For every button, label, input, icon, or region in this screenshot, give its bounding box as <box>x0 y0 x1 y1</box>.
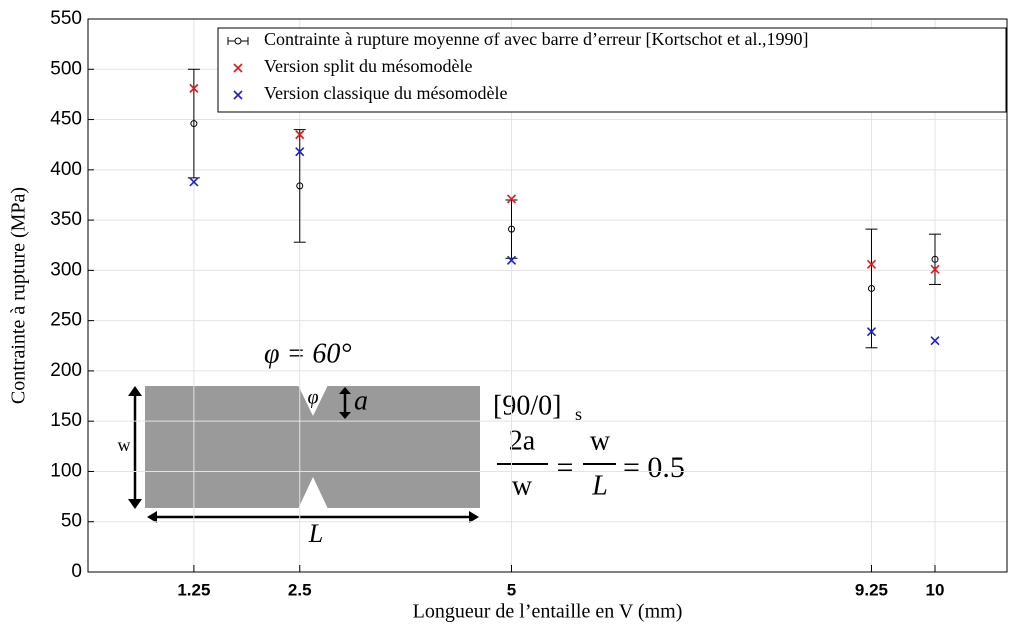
arrow-head <box>339 412 351 419</box>
y-tick-label: 200 <box>50 360 82 381</box>
annotation: L <box>591 470 608 501</box>
x-tick-label: 1.25 <box>177 580 210 599</box>
annotation: = 0.5 <box>623 451 685 484</box>
point <box>296 182 304 190</box>
y-tick-label: 350 <box>50 209 82 230</box>
arrow-head <box>128 386 142 396</box>
point <box>190 120 198 128</box>
error-bar <box>929 233 942 285</box>
point <box>506 194 517 204</box>
point <box>295 147 305 157</box>
error-bar <box>505 199 518 259</box>
legend-key <box>233 90 243 100</box>
point <box>930 264 940 274</box>
legend-key <box>234 37 242 45</box>
point <box>867 284 875 292</box>
x-tick-label: 5 <box>507 580 516 599</box>
annotation: [90/0] <box>493 390 561 421</box>
annotation: w <box>118 435 131 455</box>
annotation: φ <box>307 387 318 409</box>
arrow-head <box>339 387 351 394</box>
point <box>189 83 199 93</box>
annotation: w <box>590 425 611 456</box>
arrow-head <box>147 511 157 523</box>
point <box>189 177 199 187</box>
y-tick-label: 0 <box>71 561 82 582</box>
x-axis-label: Longueur de l’entaille en V (mm) <box>413 601 683 623</box>
legend-label: Version split du mésomodèle <box>264 56 472 76</box>
arrow-head <box>128 499 142 509</box>
point <box>866 259 877 269</box>
point <box>931 255 939 263</box>
y-tick-label: 500 <box>50 58 82 79</box>
y-tick-label: 150 <box>50 410 82 431</box>
y-axis-label: Contrainte à rupture (MPa) <box>8 187 30 404</box>
x-tick-label: 10 <box>926 580 945 599</box>
legend-box <box>217 27 1007 113</box>
annotation: s <box>575 404 582 424</box>
legend-key <box>233 63 243 73</box>
annotation: = <box>557 451 574 484</box>
arrow-head <box>469 511 479 523</box>
x-tick-label: 9.25 <box>855 580 888 599</box>
y-tick-label: 450 <box>50 109 82 130</box>
point <box>508 225 516 233</box>
annotation: φ = 60° <box>264 338 352 369</box>
point <box>930 336 940 346</box>
y-tick-label: 400 <box>50 159 82 180</box>
plot-frame <box>87 18 1008 573</box>
legend-label: Contrainte à rupture moyenne σf avec bar… <box>264 29 808 49</box>
point <box>866 327 877 337</box>
y-tick-label: 250 <box>50 310 82 331</box>
point <box>295 130 305 140</box>
x-tick-label: 2.5 <box>288 580 312 599</box>
point <box>506 255 517 265</box>
annotation: w <box>512 470 533 501</box>
annotation: L <box>308 519 323 548</box>
error-bar <box>187 68 200 179</box>
error-bar <box>293 129 306 243</box>
error-bar <box>865 228 878 349</box>
notch <box>298 477 328 509</box>
legend-label: Version classique du mésomodèle <box>264 83 507 103</box>
annotation: a <box>354 385 368 416</box>
y-tick-label: 100 <box>50 460 82 481</box>
y-tick-label: 300 <box>50 259 82 280</box>
annotation: 2a <box>509 425 536 456</box>
y-tick-label: 50 <box>61 511 82 532</box>
notch <box>298 385 328 416</box>
y-tick-label: 550 <box>50 8 82 29</box>
